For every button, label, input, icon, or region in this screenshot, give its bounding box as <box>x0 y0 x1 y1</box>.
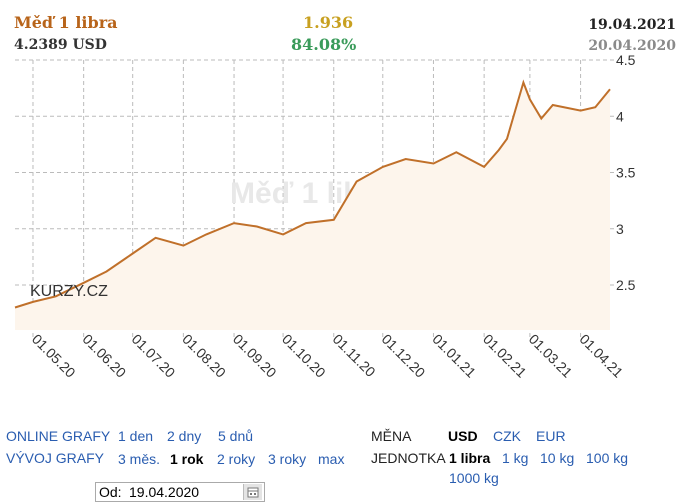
chart-title: Měď 1 libra <box>14 13 118 32</box>
mena-label: MĚNA <box>371 428 412 444</box>
x-tick-label: 01.04.21 <box>576 331 626 381</box>
jednotka-label: JEDNOTKA <box>371 450 446 466</box>
vyvoj-1-rok[interactable]: 1 rok <box>170 451 204 467</box>
x-tick-label: 01.01.21 <box>429 331 479 381</box>
x-tick-label: 01.02.21 <box>480 331 530 381</box>
mena-usd[interactable]: USD <box>448 428 478 444</box>
y-axis-labels: 2.5 3 3.5 4 4.5 <box>616 52 636 293</box>
x-tick-label: 01.12.20 <box>379 331 429 381</box>
jednotka-1000-kg[interactable]: 1000 kg <box>449 470 499 486</box>
date-start: 20.04.2020 <box>588 38 676 54</box>
jednotka-100-kg[interactable]: 100 kg <box>586 450 629 466</box>
online-grafy-label: ONLINE GRAFY <box>6 428 111 444</box>
online-2-dny[interactable]: 2 dny <box>167 428 202 444</box>
x-tick-label: 01.10.20 <box>279 331 329 381</box>
x-tick-label: 01.09.20 <box>230 331 280 381</box>
x-tick-label: 01.03.21 <box>526 331 576 381</box>
y-tick-label: 4 <box>616 108 624 124</box>
vyvoj-3-mes[interactable]: 3 měs. <box>118 451 161 467</box>
kurzy-logo: KURZY.CZ <box>30 283 108 300</box>
x-tick-label: 01.08.20 <box>179 331 229 381</box>
mena-eur[interactable]: EUR <box>536 428 566 444</box>
od-date-value[interactable]: 19.04.2020 <box>129 484 200 500</box>
y-tick-label: 2.5 <box>616 277 636 293</box>
price-line <box>14 79 611 309</box>
jednotka-1-libra[interactable]: 1 libra <box>449 450 491 466</box>
vyvoj-2-roky[interactable]: 2 roky <box>217 451 256 467</box>
jednotka-1-kg[interactable]: 1 kg <box>502 450 529 466</box>
vyvoj-grafy-label: VÝVOJ GRAFY <box>6 450 105 466</box>
calendar-icon[interactable] <box>243 484 262 500</box>
od-date-field[interactable]: Od: 19.04.2020 <box>95 482 265 502</box>
vyvoj-3-roky[interactable]: 3 roky <box>268 451 307 467</box>
x-tick-label: 01.05.20 <box>29 331 79 381</box>
price-area <box>15 82 610 330</box>
x-axis-labels: 01.05.20 01.06.20 01.07.20 01.08.20 01.09.20… <box>29 331 627 381</box>
od-label: Od: <box>99 484 122 500</box>
jednotka-10-kg[interactable]: 10 kg <box>540 450 575 466</box>
online-1-den[interactable]: 1 den <box>118 428 154 444</box>
change-absolute: 1.936 <box>303 13 354 32</box>
y-tick-label: 3 <box>616 221 624 237</box>
mena-czk[interactable]: CZK <box>493 428 521 444</box>
y-tick-label: 3.5 <box>616 165 636 181</box>
usd-rate: 4.2389 USD <box>14 37 107 53</box>
change-percent: 84.08% <box>291 35 357 54</box>
price-chart: Měď 1 libra KURZY.CZ 2.533.544.5 01.05.2… <box>14 52 636 381</box>
x-tick-label: 01.06.20 <box>80 331 130 381</box>
online-5-dnu[interactable]: 5 dnů <box>218 428 254 444</box>
x-tick-label: 01.11.20 <box>330 331 379 380</box>
logo-text: KURZY.CZ <box>30 283 108 300</box>
date-end: 19.04.2021 <box>588 17 676 33</box>
x-tick-label: 01.07.20 <box>129 331 179 381</box>
vyvoj-max[interactable]: max <box>318 451 345 467</box>
y-tick-label: 4.5 <box>616 52 636 68</box>
